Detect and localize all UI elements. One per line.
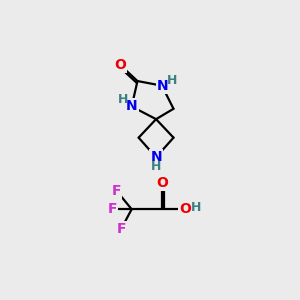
Text: F: F <box>112 184 121 198</box>
Text: H: H <box>190 201 201 214</box>
Text: N: N <box>157 79 169 93</box>
Text: F: F <box>116 222 126 236</box>
Text: F: F <box>108 202 117 216</box>
Text: H: H <box>118 94 129 106</box>
Text: H: H <box>151 160 161 172</box>
Text: O: O <box>179 202 191 216</box>
Text: N: N <box>126 100 137 113</box>
Text: O: O <box>114 58 126 72</box>
Text: O: O <box>156 176 168 190</box>
Text: H: H <box>167 74 177 87</box>
Text: N: N <box>150 150 162 164</box>
